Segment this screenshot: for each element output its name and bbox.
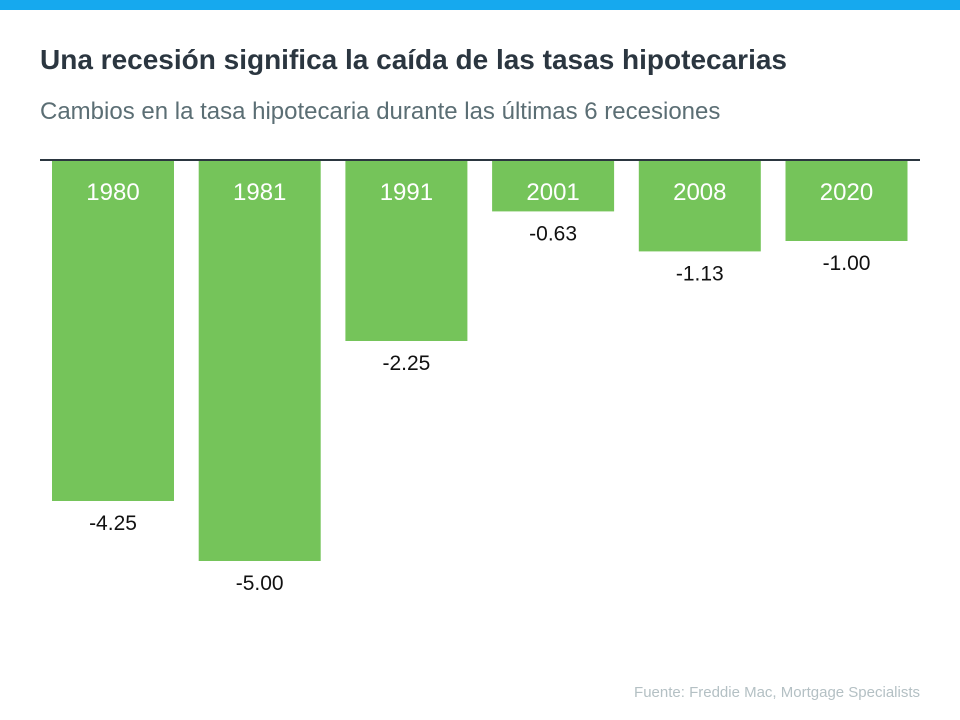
data-label: -2.25 <box>382 352 430 375</box>
chart-subtitle: Cambios en la tasa hipotecaria durante l… <box>40 98 721 125</box>
bar-1991 <box>345 161 468 341</box>
category-label: 1981 <box>233 179 286 206</box>
bar-1981 <box>198 161 321 561</box>
bar-2020 <box>785 161 908 241</box>
category-label: 1980 <box>86 179 139 206</box>
data-label: -0.63 <box>529 222 577 245</box>
data-label: -1.00 <box>823 252 871 275</box>
top-accent-bar <box>0 0 960 10</box>
category-label: 1991 <box>380 179 433 206</box>
data-label: -1.13 <box>676 262 724 285</box>
category-label: 2008 <box>673 179 726 206</box>
data-label: -4.25 <box>89 512 137 535</box>
bar-1980 <box>52 161 174 501</box>
source-note: Fuente: Freddie Mac, Mortgage Specialist… <box>634 684 920 701</box>
chart-title: Una recesión significa la caída de las t… <box>40 44 788 75</box>
data-label: -5.00 <box>236 572 284 595</box>
bar-2001 <box>492 161 615 212</box>
category-label: 2020 <box>820 179 873 206</box>
category-label: 2001 <box>526 179 579 206</box>
bar-2008 <box>638 161 761 252</box>
